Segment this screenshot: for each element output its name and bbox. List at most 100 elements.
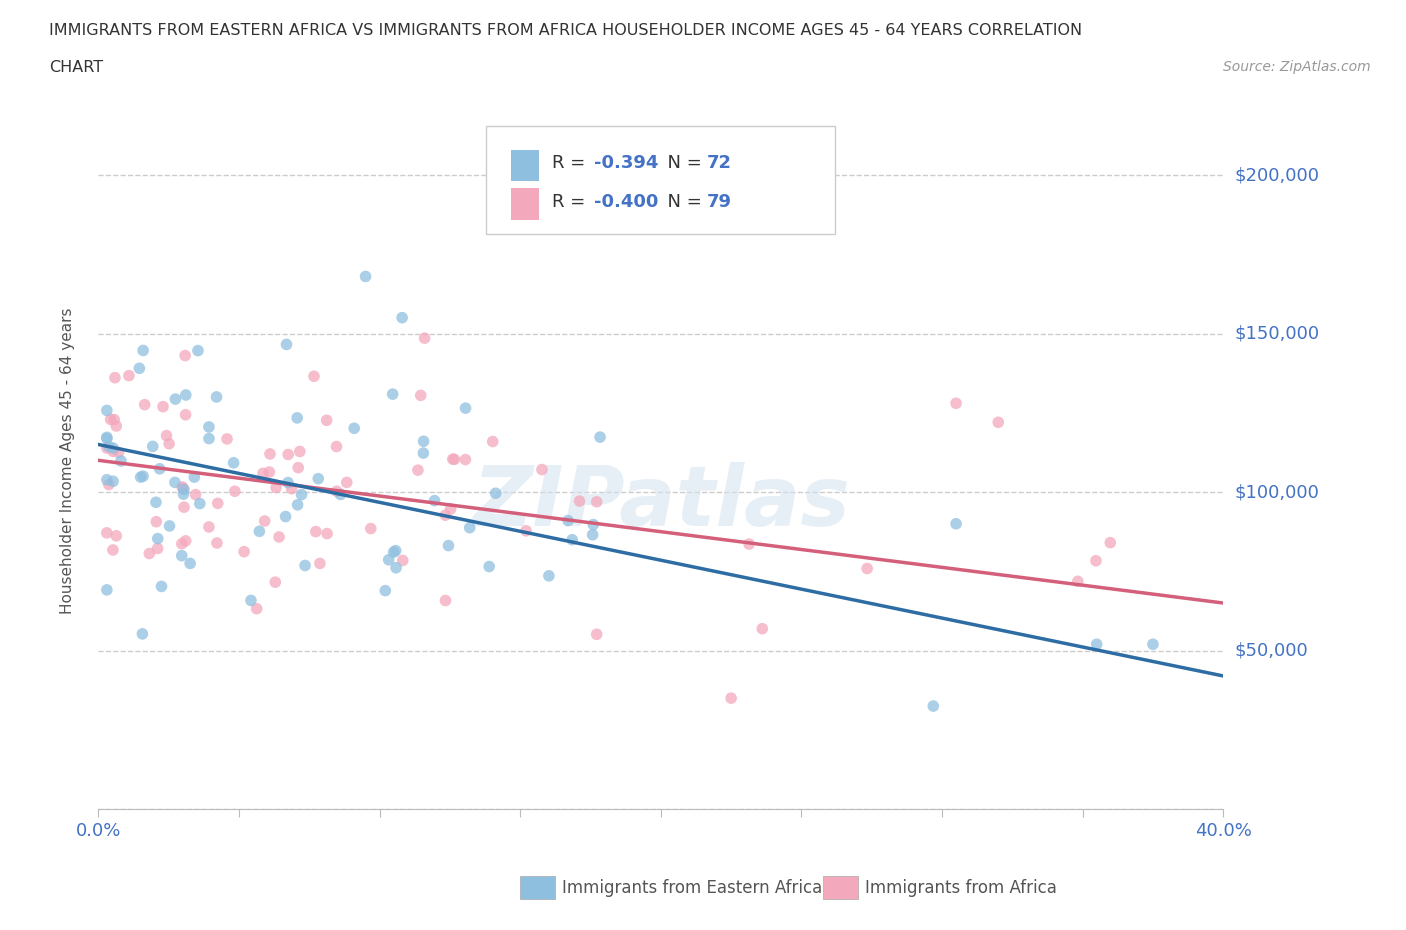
Point (259, 465, 281, 480)
Point (222, 456, 245, 471)
Point (589, 430, 612, 445)
Point (173, 482, 195, 497)
Point (443, 452, 465, 467)
Text: -0.394: -0.394 (595, 153, 659, 171)
Point (198, 419, 221, 434)
Point (280, 482, 302, 497)
Point (183, 470, 205, 485)
Text: -0.400: -0.400 (595, 193, 659, 211)
Point (138, 546, 160, 561)
Point (129, 470, 152, 485)
Point (391, 311, 413, 325)
Point (187, 343, 209, 358)
Point (354, 269, 377, 284)
Point (478, 559, 501, 574)
Point (987, 415, 1010, 430)
Point (215, 432, 238, 446)
Point (437, 538, 460, 553)
Point (155, 428, 177, 443)
Point (343, 421, 366, 436)
Point (103, 441, 125, 456)
Point (454, 401, 477, 416)
Text: IMMIGRANTS FROM EASTERN AFRICA VS IMMIGRANTS FROM AFRICA HOUSEHOLDER INCOME AGES: IMMIGRANTS FROM EASTERN AFRICA VS IMMIGR… (49, 23, 1083, 38)
Point (412, 445, 434, 460)
Point (96, 472, 118, 487)
Point (146, 531, 169, 546)
FancyBboxPatch shape (512, 189, 540, 219)
Point (458, 520, 481, 535)
Point (184, 487, 207, 502)
Point (247, 524, 270, 538)
Text: 79: 79 (707, 193, 733, 211)
Point (96, 432, 118, 446)
Point (233, 544, 256, 559)
Point (325, 439, 347, 454)
Point (96, 582, 118, 597)
Point (530, 462, 553, 477)
Point (409, 388, 432, 403)
Point (205, 536, 228, 551)
Point (382, 545, 405, 560)
Point (128, 361, 150, 376)
Point (537, 568, 560, 583)
Text: CHART: CHART (49, 60, 103, 75)
Text: $50,000: $50,000 (1234, 642, 1308, 659)
Point (146, 541, 169, 556)
Point (440, 501, 463, 516)
Point (173, 499, 195, 514)
Point (105, 418, 128, 433)
Point (132, 469, 155, 484)
Point (307, 472, 329, 486)
Point (170, 537, 193, 551)
Point (96, 441, 118, 456)
Text: $100,000: $100,000 (1234, 483, 1319, 501)
Point (945, 516, 967, 531)
Point (374, 583, 396, 598)
Point (142, 439, 165, 454)
Point (264, 575, 287, 590)
Point (336, 475, 359, 490)
Point (134, 397, 156, 412)
Text: ZIPatlas: ZIPatlas (472, 461, 849, 543)
Point (198, 520, 221, 535)
Point (246, 601, 269, 616)
Point (1085, 637, 1108, 652)
Point (751, 621, 773, 636)
Point (922, 698, 945, 713)
Point (454, 452, 477, 467)
Point (434, 508, 457, 523)
Point (172, 480, 194, 495)
Point (1142, 637, 1164, 652)
Point (205, 390, 228, 405)
Point (329, 487, 352, 502)
Point (101, 444, 124, 458)
Point (172, 486, 194, 501)
Point (582, 517, 605, 532)
Point (581, 527, 603, 542)
Point (384, 543, 406, 558)
Text: N =: N = (657, 153, 707, 171)
Point (856, 561, 879, 576)
Point (259, 446, 281, 461)
Point (253, 513, 276, 528)
Point (97, 439, 120, 454)
Point (145, 495, 167, 510)
Point (287, 460, 309, 475)
Point (101, 542, 124, 557)
Point (96, 403, 118, 418)
Point (252, 466, 274, 481)
Point (557, 513, 579, 528)
Point (326, 484, 349, 498)
Point (381, 387, 404, 402)
Point (515, 524, 537, 538)
Point (179, 556, 201, 571)
Point (239, 593, 262, 608)
Point (720, 691, 742, 706)
Point (174, 534, 197, 549)
Point (198, 432, 221, 446)
Point (568, 494, 591, 509)
Point (264, 480, 287, 495)
Point (585, 627, 607, 642)
Point (224, 484, 246, 498)
Point (276, 337, 298, 352)
